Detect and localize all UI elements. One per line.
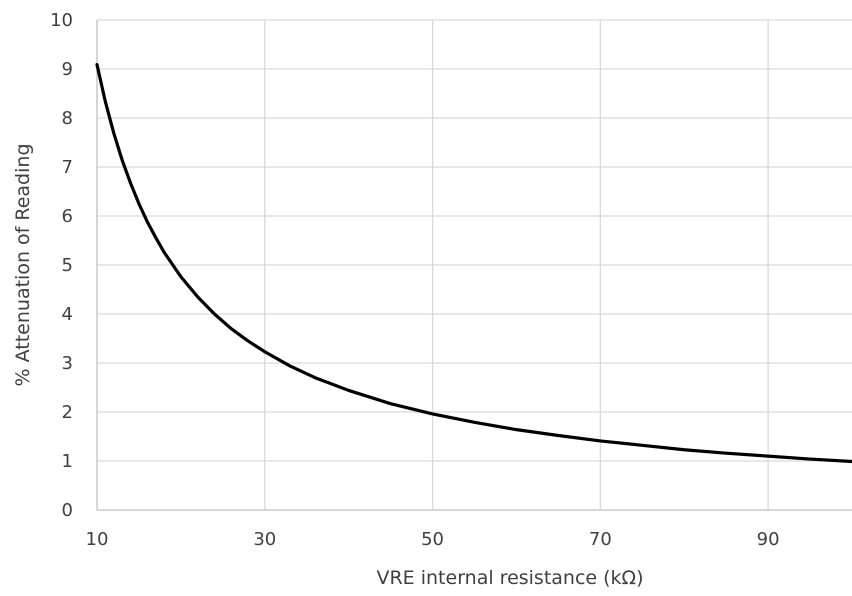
y-tick-label: 5 [62,255,73,276]
y-tick-label: 0 [62,500,73,521]
series [95,62,852,464]
y-tick-label: 9 [62,59,73,80]
y-axis-title: % Attenuation of Reading [12,144,34,387]
y-tick-label: 3 [62,353,73,374]
x-tick-label: 70 [589,529,612,550]
tick-labels: 0 1 2 3 4 5 6 7 8 9 10 10 30 50 70 90 [50,10,779,550]
y-tick-label: 10 [50,10,73,31]
y-tick-label: 2 [62,402,73,423]
x-tick-label: 30 [253,529,276,550]
y-tick-label: 7 [62,157,73,178]
grid [97,19,852,510]
x-axis-title: VRE internal resistance (kΩ) [376,567,643,589]
y-tick-label: 1 [62,451,73,472]
series-line [95,62,852,464]
x-tick-label: 90 [757,529,780,550]
x-tick-label: 10 [86,529,109,550]
y-tick-label: 4 [62,304,73,325]
axes [96,20,852,511]
y-tick-label: 8 [62,108,73,129]
x-tick-label: 50 [421,529,444,550]
y-tick-label: 6 [62,206,73,227]
